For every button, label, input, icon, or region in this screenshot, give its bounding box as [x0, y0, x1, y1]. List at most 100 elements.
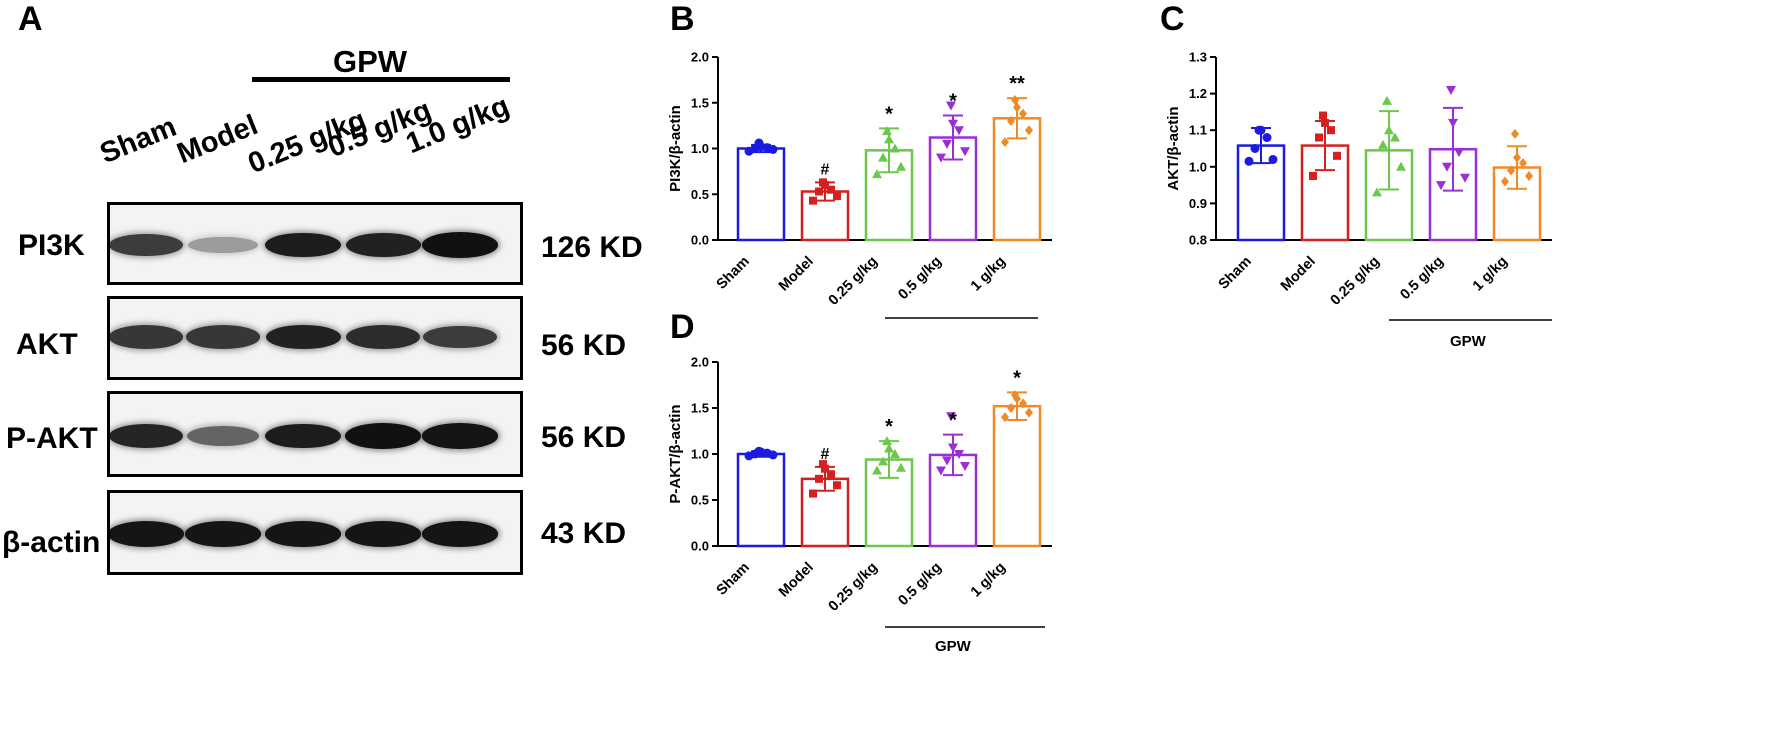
- data-point: [1372, 187, 1382, 197]
- data-point: [1321, 118, 1329, 127]
- data-point: [1519, 158, 1527, 169]
- blot-band: [422, 521, 498, 547]
- blot-band: [110, 233, 183, 257]
- blot-group-label: GPW: [333, 44, 408, 79]
- data-point: [815, 187, 823, 196]
- data-point: [1013, 393, 1021, 404]
- blot-size-label: 43 KD: [541, 517, 627, 550]
- y-tick-label: 1.2: [1189, 86, 1207, 101]
- data-point: [809, 196, 817, 205]
- significance-label: #: [821, 161, 830, 178]
- y-tick-label: 0.5: [691, 187, 709, 202]
- data-point: [1319, 111, 1327, 120]
- blot-band: [265, 521, 341, 547]
- y-tick-label: 0.9: [1189, 196, 1207, 211]
- data-point: [942, 139, 952, 149]
- significance-label: *: [1013, 367, 1021, 389]
- data-point: [942, 456, 952, 466]
- blot-band: [110, 423, 184, 449]
- data-point: [1442, 162, 1452, 172]
- x-tick-label: Model: [776, 254, 817, 295]
- data-point: [1007, 116, 1015, 127]
- blot-band: [345, 423, 421, 449]
- blot-band: [422, 423, 498, 449]
- data-point: [878, 152, 888, 162]
- blot-band: [265, 423, 341, 449]
- data-point: [1244, 156, 1254, 166]
- y-axis-label: AKT/β-actin: [1165, 106, 1182, 190]
- blot-band: [345, 232, 421, 258]
- significance-label: *: [885, 416, 893, 438]
- data-point: [872, 169, 882, 179]
- y-tick-label: 1.0: [691, 447, 709, 462]
- data-point: [954, 450, 964, 459]
- data-point: [890, 449, 900, 458]
- significance-label: *: [949, 91, 957, 113]
- data-point: [1327, 126, 1335, 135]
- y-tick-label: 2.0: [691, 50, 709, 65]
- y-tick-label: 2.0: [691, 355, 709, 370]
- data-point: [754, 138, 764, 148]
- blot-band: [110, 325, 183, 349]
- y-tick-label: 1.5: [691, 401, 709, 416]
- blot-size-label: 56 KD: [541, 421, 627, 454]
- data-point: [948, 119, 958, 129]
- data-point: [815, 474, 823, 483]
- data-point: [754, 446, 764, 456]
- y-tick-label: 0.0: [691, 539, 709, 554]
- data-point: [1001, 412, 1009, 423]
- data-point: [882, 126, 892, 136]
- data-point: [896, 161, 906, 171]
- group-label: GPW: [935, 638, 972, 655]
- data-point: [833, 481, 841, 490]
- data-point: [1501, 176, 1509, 187]
- y-tick-label: 1.0: [1189, 159, 1207, 174]
- blot-band: [423, 325, 497, 349]
- x-tick-label: Sham: [714, 254, 753, 293]
- data-point: [1011, 390, 1019, 401]
- blot-band: [265, 232, 341, 258]
- blot-row-label: P-AKT: [6, 422, 98, 455]
- blot-band: [188, 236, 258, 254]
- data-point: [821, 464, 829, 473]
- y-tick-label: 1.5: [691, 95, 709, 110]
- bar: [736, 147, 786, 242]
- data-point: [1525, 170, 1533, 181]
- blot-size-label: 126 KD: [541, 231, 643, 264]
- blot-row-label: AKT: [16, 328, 78, 361]
- x-tick-label: Sham: [1216, 254, 1255, 293]
- significance-label: **: [1009, 73, 1025, 95]
- chart-p-akt: 0.0 0.5 1.0 1.5 2.0 P-AKT/β-actin Sham # Model * 0…: [667, 355, 1052, 655]
- blot-group-line: [252, 77, 510, 82]
- panel-label-b: B: [670, 0, 695, 38]
- data-point: [827, 185, 835, 194]
- data-point: [884, 443, 894, 453]
- x-tick-label: 0.5 g/kg: [1397, 254, 1446, 303]
- panel-label-c: C: [1160, 0, 1185, 38]
- data-point: [890, 143, 900, 153]
- data-point: [1250, 144, 1260, 153]
- significance-label: *: [949, 410, 957, 432]
- data-point: [1436, 181, 1446, 191]
- group-label: GPW: [1450, 333, 1487, 350]
- blot-strip: [107, 202, 523, 285]
- lane-label-sham: Sham: [95, 110, 181, 171]
- data-point: [1262, 133, 1272, 143]
- y-tick-label: 1.1: [1189, 123, 1207, 138]
- data-point: [1460, 173, 1470, 183]
- blot-band: [422, 232, 498, 258]
- blot-band: [185, 521, 261, 547]
- data-point: [1333, 151, 1341, 160]
- y-tick-label: 0.8: [1189, 233, 1207, 248]
- data-point: [1019, 108, 1027, 119]
- data-point: [1315, 133, 1323, 142]
- data-point: [878, 456, 888, 466]
- x-tick-label: 1 g/kg: [1470, 254, 1511, 295]
- data-point: [946, 412, 956, 422]
- x-tick-label: Model: [1278, 254, 1319, 295]
- data-point: [896, 462, 906, 472]
- blot-band: [345, 325, 421, 349]
- y-axis-label: P-AKT/β-actin: [667, 404, 684, 503]
- data-point: [1446, 85, 1456, 95]
